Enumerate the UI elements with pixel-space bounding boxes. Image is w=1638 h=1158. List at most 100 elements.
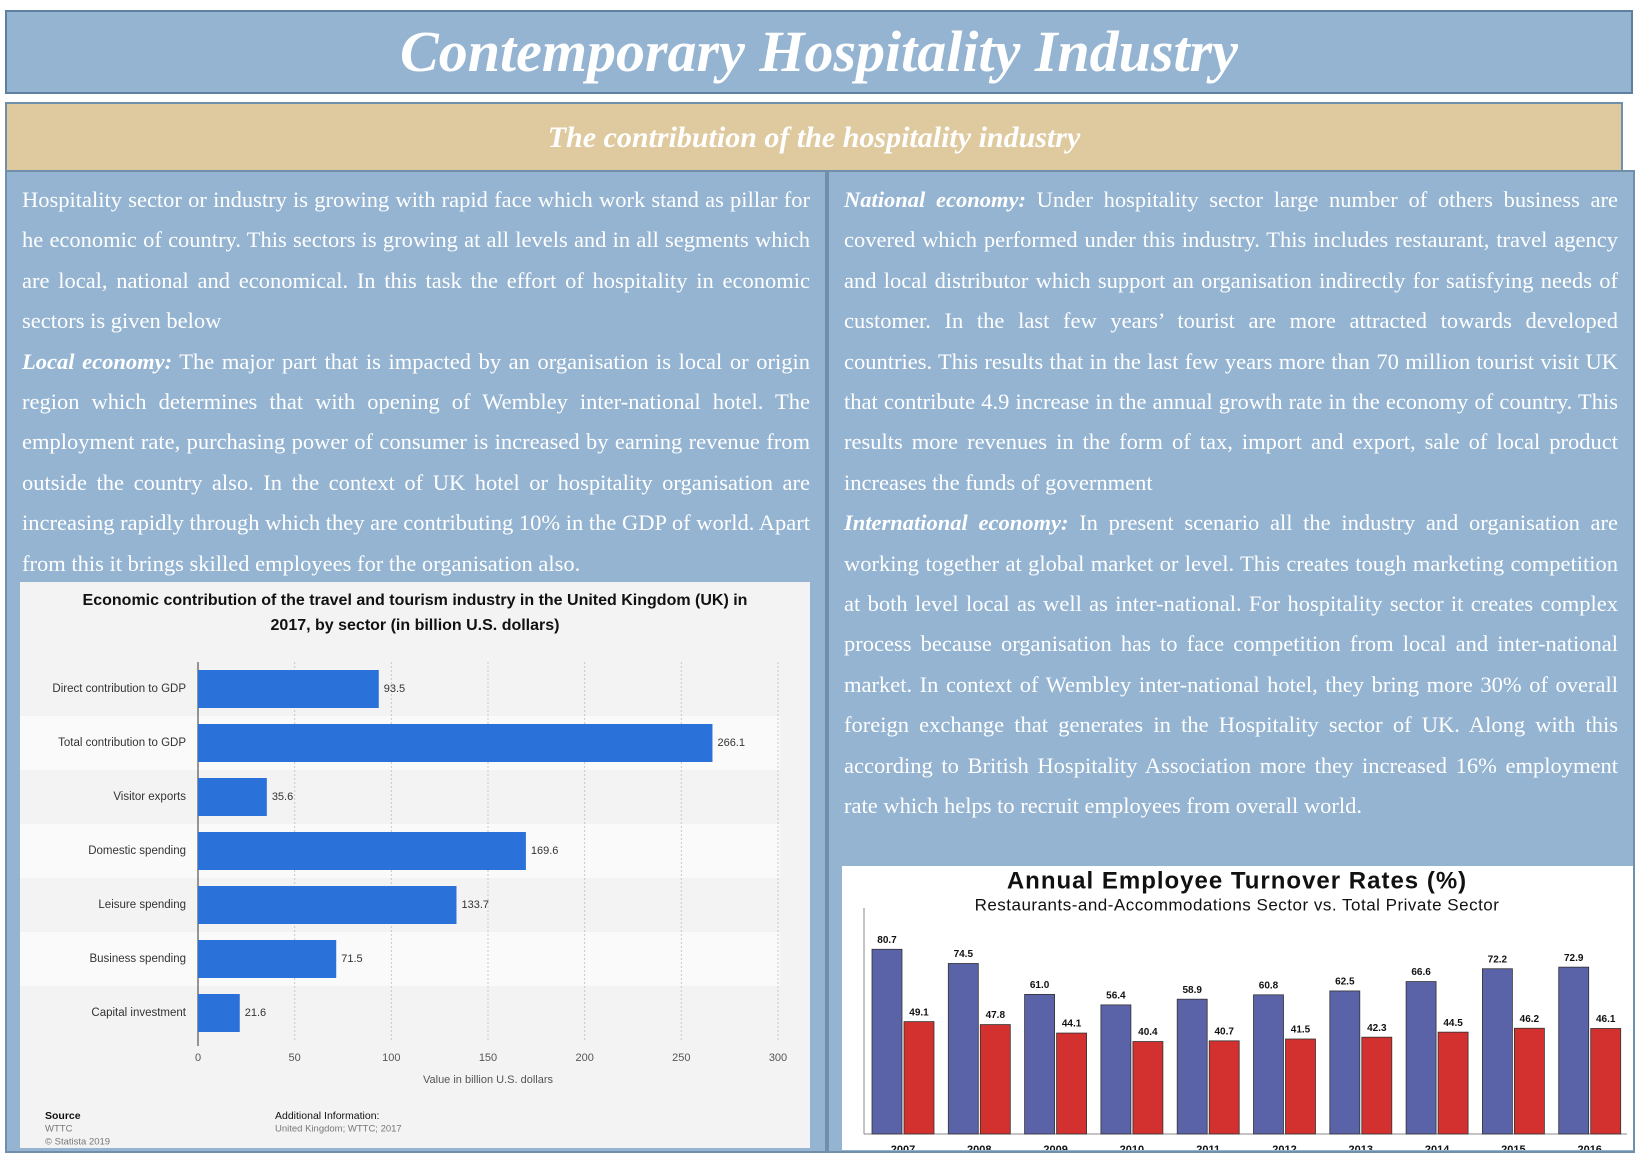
value-label: 66.6 [1411, 967, 1431, 978]
y-tick-label: Total contribution to GDP [58, 737, 186, 749]
bar [1285, 1038, 1316, 1135]
bar [198, 670, 379, 708]
bar [1176, 998, 1208, 1135]
section-label: National economy: [844, 187, 1026, 212]
chart-subtitle: Restaurants-and-Accommodations Sector vs… [975, 895, 1500, 914]
value-label: 62.5 [1335, 977, 1355, 988]
y-tick-label: Direct contribution to GDP [52, 683, 186, 695]
value-label: 133.7 [461, 899, 489, 911]
y-tick-label: Domestic spending [88, 845, 186, 857]
value-label: 47.8 [986, 1010, 1006, 1021]
paragraph: Hospitality sector or industry is growin… [22, 187, 810, 334]
y-tick-label: Visitor exports [113, 791, 186, 803]
value-label: 49.1 [909, 1007, 929, 1018]
x-tick-label: 2012 [1272, 1144, 1296, 1150]
section-text: Under hospitality sector large number of… [844, 187, 1619, 495]
page-title: Contemporary Hospitality Industry [400, 19, 1238, 84]
bar [198, 832, 526, 870]
value-label: 35.6 [272, 791, 293, 803]
value-label: 21.6 [245, 1007, 266, 1019]
bar [1100, 1004, 1132, 1135]
bar [903, 1021, 935, 1135]
chart-1: Economic contribution of the travel and … [20, 582, 810, 1148]
x-tick-label: 2009 [1043, 1144, 1067, 1150]
value-label: 46.2 [1520, 1014, 1540, 1025]
x-tick-label: 0 [195, 1052, 201, 1064]
x-tick-label: 2010 [1120, 1144, 1144, 1150]
bar [198, 994, 240, 1032]
value-label: 44.1 [1062, 1019, 1082, 1030]
bar [1208, 1040, 1240, 1135]
bar [1329, 990, 1361, 1135]
section-label: Local economy: [22, 348, 173, 374]
x-tick-label: 2008 [967, 1144, 991, 1150]
x-tick-label: 150 [479, 1052, 497, 1064]
x-tick-label: 300 [769, 1052, 787, 1064]
bar [947, 963, 979, 1135]
value-label: 46.1 [1596, 1014, 1616, 1025]
bar [198, 886, 457, 924]
bar [871, 948, 903, 1135]
header: Contemporary Hospitality Industry [5, 10, 1633, 94]
band [20, 932, 780, 986]
section-label: International economy: [844, 510, 1069, 536]
value-label: 80.7 [877, 935, 897, 946]
value-label: 74.5 [954, 949, 974, 960]
value-label: 93.5 [384, 683, 405, 695]
x-tick-label: 2007 [891, 1144, 915, 1150]
chart-svg: Annual Employee Turnover Rates (%)Restau… [863, 867, 1627, 1150]
source-label: Source [45, 1110, 81, 1122]
subtitle-bar: The contribution of the hospitality indu… [5, 102, 1623, 172]
value-label: 169.6 [531, 845, 559, 857]
x-tick-label: 200 [575, 1052, 593, 1064]
y-tick-label: Business spending [89, 953, 186, 965]
bar [198, 778, 267, 816]
value-label: 71.5 [341, 953, 362, 965]
bar [1405, 981, 1437, 1135]
value-label: 72.2 [1488, 954, 1508, 965]
additional-info-label: Additional Information: [275, 1110, 379, 1122]
chart-2: Annual Employee Turnover Rates (%) Restau… [842, 866, 1633, 1150]
bar [1558, 966, 1590, 1135]
bar [1056, 1032, 1088, 1135]
value-label: 58.9 [1182, 985, 1202, 996]
bar [1514, 1027, 1545, 1135]
value-label: 61.0 [1030, 980, 1050, 991]
x-tick-label: 100 [382, 1052, 400, 1064]
x-tick-label: 2016 [1577, 1144, 1601, 1150]
paragraph: National economy: Under hospitality sect… [844, 180, 1618, 503]
bar [1132, 1041, 1164, 1135]
x-tick-label: 2011 [1196, 1144, 1220, 1150]
x-tick-label: 250 [672, 1052, 690, 1064]
page-subtitle: The contribution of the hospitality indu… [547, 121, 1081, 154]
bar [1482, 968, 1513, 1135]
source: WTTC [45, 1124, 73, 1135]
additional-info: United Kingdom; WTTC; 2017 [275, 1124, 402, 1135]
paragraph: International economy: In present scenar… [844, 503, 1618, 826]
x-tick-label: 2015 [1501, 1144, 1525, 1150]
chart-title: Annual Employee Turnover Rates (%) [1007, 867, 1467, 894]
bar [1024, 993, 1056, 1135]
bar [198, 940, 337, 978]
value-label: 42.3 [1367, 1023, 1387, 1034]
x-tick-label: 2013 [1349, 1144, 1373, 1150]
bar [1437, 1031, 1469, 1135]
value-label: 60.8 [1259, 980, 1279, 991]
copyright: © Statista 2019 [45, 1137, 110, 1146]
bar [1361, 1036, 1393, 1135]
bar [198, 724, 713, 762]
x-axis-label: Value in billion U.S. dollars [423, 1074, 554, 1086]
band [20, 770, 780, 824]
value-label: 266.1 [717, 737, 745, 749]
bar [1253, 994, 1284, 1135]
chart-svg: 0 50 100 150 200 250 300 Direct contribution to… [20, 662, 787, 1146]
bar [1590, 1028, 1622, 1135]
band [20, 662, 780, 716]
x-tick-label: 2014 [1425, 1144, 1450, 1150]
section-text: In present scenario all the industry and… [844, 510, 1619, 819]
value-label: 56.4 [1106, 991, 1126, 1002]
y-tick-label: Leisure spending [98, 899, 186, 911]
paragraph: Local economy: The major part that is im… [22, 342, 810, 584]
x-tick-label: 50 [289, 1052, 301, 1064]
